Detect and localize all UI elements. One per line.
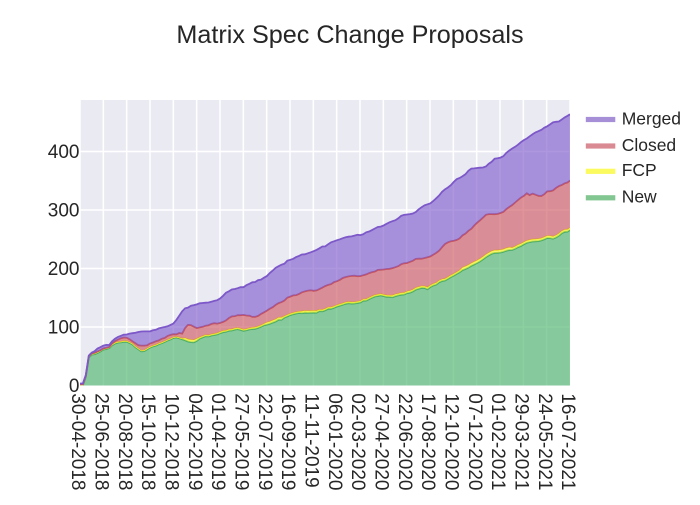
- svg-text:FCP: FCP: [622, 160, 657, 180]
- svg-text:01-02-2021: 01-02-2021: [487, 393, 508, 490]
- svg-text:16-09-2019: 16-09-2019: [277, 393, 298, 490]
- svg-text:Closed: Closed: [622, 135, 676, 155]
- svg-text:11-11-2019: 11-11-2019: [301, 393, 322, 487]
- svg-text:Merged: Merged: [622, 108, 681, 128]
- svg-text:New: New: [622, 187, 657, 207]
- svg-text:22-07-2019: 22-07-2019: [254, 393, 275, 490]
- svg-text:300: 300: [48, 200, 80, 221]
- svg-text:10-12-2018: 10-12-2018: [161, 393, 182, 490]
- svg-text:Matrix Spec Change Proposals: Matrix Spec Change Proposals: [176, 21, 523, 49]
- svg-text:04-02-2019: 04-02-2019: [184, 393, 205, 490]
- svg-text:01-04-2019: 01-04-2019: [207, 393, 228, 490]
- svg-text:15-10-2018: 15-10-2018: [137, 393, 158, 490]
- svg-text:100: 100: [48, 317, 80, 338]
- svg-text:27-04-2020: 27-04-2020: [371, 393, 392, 490]
- svg-text:12-10-2020: 12-10-2020: [441, 393, 462, 490]
- svg-text:29-03-2021: 29-03-2021: [511, 393, 532, 490]
- svg-text:07-12-2020: 07-12-2020: [464, 393, 485, 490]
- svg-text:06-01-2020: 06-01-2020: [324, 393, 345, 490]
- svg-text:24-05-2021: 24-05-2021: [534, 393, 555, 490]
- svg-text:02-03-2020: 02-03-2020: [347, 393, 368, 490]
- svg-text:22-06-2020: 22-06-2020: [394, 393, 415, 490]
- svg-text:25-06-2018: 25-06-2018: [91, 393, 112, 490]
- svg-text:16-07-2021: 16-07-2021: [557, 393, 578, 490]
- svg-text:27-05-2019: 27-05-2019: [231, 393, 252, 490]
- svg-text:200: 200: [48, 259, 80, 280]
- svg-text:400: 400: [48, 142, 80, 163]
- svg-text:0: 0: [69, 376, 80, 397]
- svg-text:20-08-2018: 20-08-2018: [114, 393, 135, 490]
- svg-text:17-08-2020: 17-08-2020: [417, 393, 438, 490]
- svg-text:30-04-2018: 30-04-2018: [67, 393, 88, 490]
